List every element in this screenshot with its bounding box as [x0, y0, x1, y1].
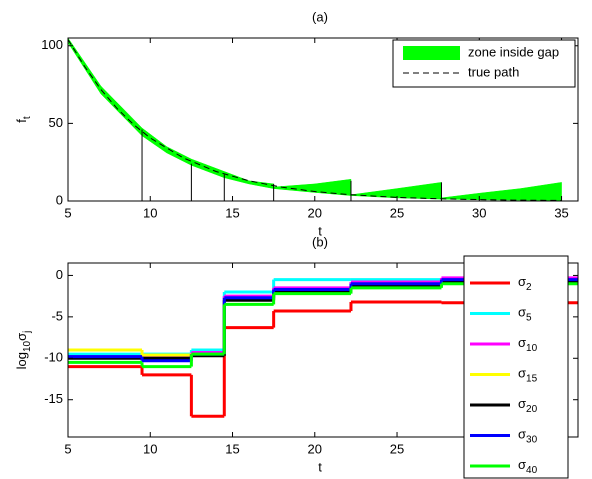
legend-label: σ30: [518, 427, 538, 445]
legend-label: σ5: [518, 305, 532, 323]
label-sub: 20: [526, 404, 538, 415]
label-base: σ: [14, 333, 29, 341]
y-tick-label: 50: [49, 115, 63, 130]
y-axis-label: log10σj: [14, 331, 32, 370]
legend-label: true path: [468, 64, 519, 79]
plot-layer: [68, 38, 562, 201]
legend-label: σ20: [518, 396, 538, 414]
legend-box: [463, 255, 569, 479]
label-base: f: [14, 119, 29, 123]
label-base: σ: [518, 305, 526, 320]
legend-swatch: [403, 46, 460, 60]
label-sub: t: [22, 116, 33, 119]
y-tick-label: 100: [41, 37, 63, 52]
x-tick-label: 20: [308, 441, 322, 456]
x-tick-label: 15: [225, 441, 239, 456]
label-sub: 5: [526, 312, 532, 323]
label-sub: 2: [526, 282, 532, 293]
y-tick-label: -5: [51, 308, 63, 323]
x-axis-label: t: [318, 223, 322, 238]
label-sub: 10: [22, 340, 33, 352]
x-tick-label: 35: [554, 205, 568, 220]
y-tick-label: 0: [56, 192, 63, 207]
label-base: σ: [518, 335, 526, 350]
x-tick-label: 15: [225, 205, 239, 220]
label-sub: 40: [526, 465, 538, 476]
y-tick-label: 0: [56, 267, 63, 282]
x-tick-label: 5: [64, 205, 71, 220]
x-tick-label: 20: [308, 205, 322, 220]
legend-label: zone inside gap: [468, 44, 559, 59]
y-tick-label: -10: [44, 350, 63, 365]
label-base: σ: [518, 396, 526, 411]
label-sub: 30: [526, 434, 538, 445]
y-axis-label: ft: [14, 116, 32, 123]
label-base: σ: [518, 427, 526, 442]
x-tick-label: 5: [64, 441, 71, 456]
subplot-title: (b): [312, 234, 328, 249]
x-tick-label: 10: [143, 441, 157, 456]
x-tick-label: 10: [143, 205, 157, 220]
axes-box: [67, 262, 579, 438]
label-base: σ: [518, 274, 526, 289]
subplot: 5101520253035-15-10-50(b)tlog10σjσ2σ5σ10…: [14, 234, 579, 479]
legend-label: σ2: [518, 274, 532, 292]
y-tick-label: -15: [44, 391, 63, 406]
x-tick-label: 30: [472, 205, 486, 220]
label-base: σ: [518, 366, 526, 381]
label-sub: j: [22, 331, 33, 334]
legend-label: σ40: [518, 457, 538, 475]
label-sub: 10: [526, 343, 538, 354]
x-axis-label: t: [318, 459, 322, 474]
x-tick-label: 25: [390, 205, 404, 220]
axes-box: [67, 37, 579, 202]
label-base: σ: [518, 457, 526, 472]
label-base: log: [14, 352, 29, 369]
subplot-title: (a): [312, 9, 328, 24]
label-sub: 15: [526, 373, 538, 384]
legend-label: σ15: [518, 366, 538, 384]
x-tick-label: 25: [390, 441, 404, 456]
legend-label: σ10: [518, 335, 538, 353]
